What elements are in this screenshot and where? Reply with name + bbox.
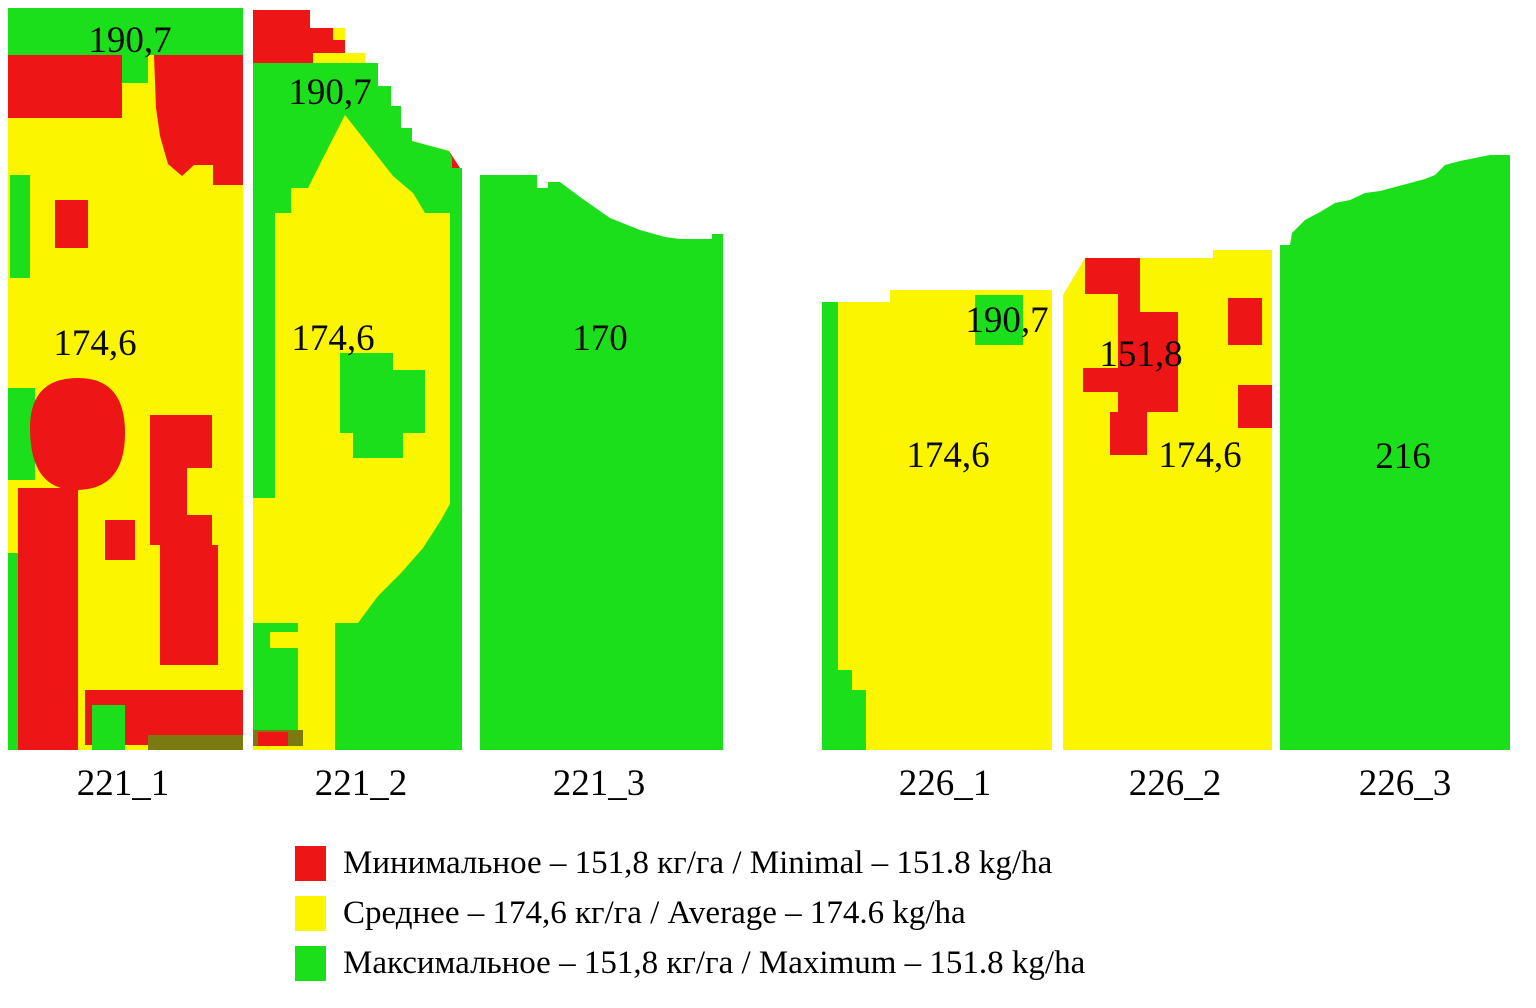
axis-label-221-3: 221_3 (552, 763, 646, 804)
axis-label-226-1: 226_1 (898, 763, 992, 804)
legend-label-minimal: Минимальное – 151,8 кг/га / Minimal – 15… (343, 844, 1053, 881)
legend-row-maximum: Максимальное – 151,8 кг/га / Maximum – 1… (295, 938, 1085, 988)
field-map-226-1: 190,7 174,6 (822, 290, 1052, 750)
axis-label-226-2: 226_2 (1128, 763, 1222, 804)
legend-swatch-maximum-green (295, 945, 326, 981)
zones-221-1 (8, 8, 243, 750)
zone-label-221-3-max: 170 (572, 318, 628, 359)
zones-221-2 (253, 10, 462, 750)
legend-row-minimal: Минимальное – 151,8 кг/га / Minimal – 15… (295, 838, 1085, 888)
axis-label-221-2: 221_2 (314, 763, 408, 804)
field-map-221-3: 170 (480, 175, 723, 750)
zone-label-221-1-max: 190,7 (88, 20, 171, 61)
field-map-226-3: 216 (1280, 155, 1510, 750)
zone-label-221-2-max: 190,7 (288, 72, 371, 113)
legend-swatch-average-yellow (295, 895, 326, 931)
field-map-221-1: 190,7 174,6 (8, 8, 243, 750)
zone-label-226-1-avg: 174,6 (906, 435, 989, 476)
field-map-221-2: 190,7 174,6 (253, 10, 462, 750)
zones-226-3 (1280, 155, 1510, 750)
zone-label-226-2-min: 151,8 (1099, 334, 1182, 375)
axis-label-226-3: 226_3 (1358, 763, 1452, 804)
legend-row-average: Среднее – 174,6 кг/га / Average – 174.6 … (295, 888, 1085, 938)
zones-226-1 (822, 290, 1052, 750)
legend-swatch-minimal-red (295, 845, 326, 881)
zone-label-221-1-avg: 174,6 (53, 323, 136, 364)
legend-label-maximum: Максимальное – 151,8 кг/га / Maximum – 1… (343, 944, 1086, 981)
zones-221-3 (480, 175, 723, 750)
zone-label-226-2-avg: 174,6 (1158, 435, 1241, 476)
axis-label-221-1: 221_1 (76, 763, 170, 804)
legend-label-average: Среднее – 174,6 кг/га / Average – 174.6 … (343, 894, 966, 931)
zone-label-221-2-avg: 174,6 (291, 318, 374, 359)
legend: Минимальное – 151,8 кг/га / Minimal – 15… (295, 838, 1085, 988)
field-map-226-2: 151,8 174,6 (1063, 250, 1272, 750)
zone-label-226-3-max: 216 (1375, 436, 1431, 477)
zone-label-226-1-max: 190,7 (965, 300, 1048, 341)
zones-226-2 (1063, 250, 1272, 750)
